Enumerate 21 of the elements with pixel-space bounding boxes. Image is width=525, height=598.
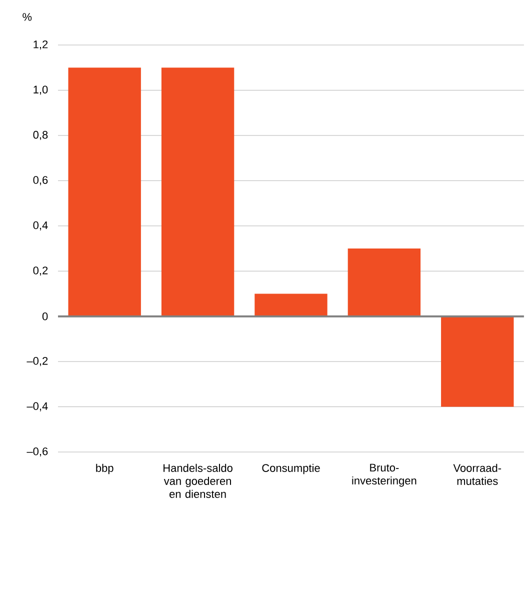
y-tick-label: 1,0 <box>34 86 48 95</box>
bar <box>441 316 514 407</box>
y-tick-label: 0,8 <box>33 130 48 140</box>
x-tick-label: Handels-saldo van goederen en diensten <box>164 464 232 498</box>
bar <box>348 248 421 316</box>
x-tick-label: bbp <box>96 464 114 474</box>
y-tick-label: 1,2 <box>34 40 48 50</box>
y-tick-label: 0,6 <box>33 176 48 186</box>
x-tick-label: Consumptie <box>262 464 320 474</box>
bar <box>254 294 328 316</box>
bar <box>68 68 141 316</box>
y-tick-label: 0 <box>42 312 48 320</box>
y-tick-label: –0,6 <box>26 447 48 457</box>
y-axis-title: % <box>22 13 32 21</box>
x-tick-label: Voorraad-mutaties <box>453 464 502 485</box>
x-tick-label: Bruto-investeringen <box>352 464 416 487</box>
y-tick-label: 0,2 <box>33 266 48 276</box>
y-tick-label: 0,4 <box>33 221 48 230</box>
y-tick-label: –0,2 <box>26 357 48 366</box>
y-tick-label: –0,4 <box>26 402 48 412</box>
bar <box>161 68 234 316</box>
